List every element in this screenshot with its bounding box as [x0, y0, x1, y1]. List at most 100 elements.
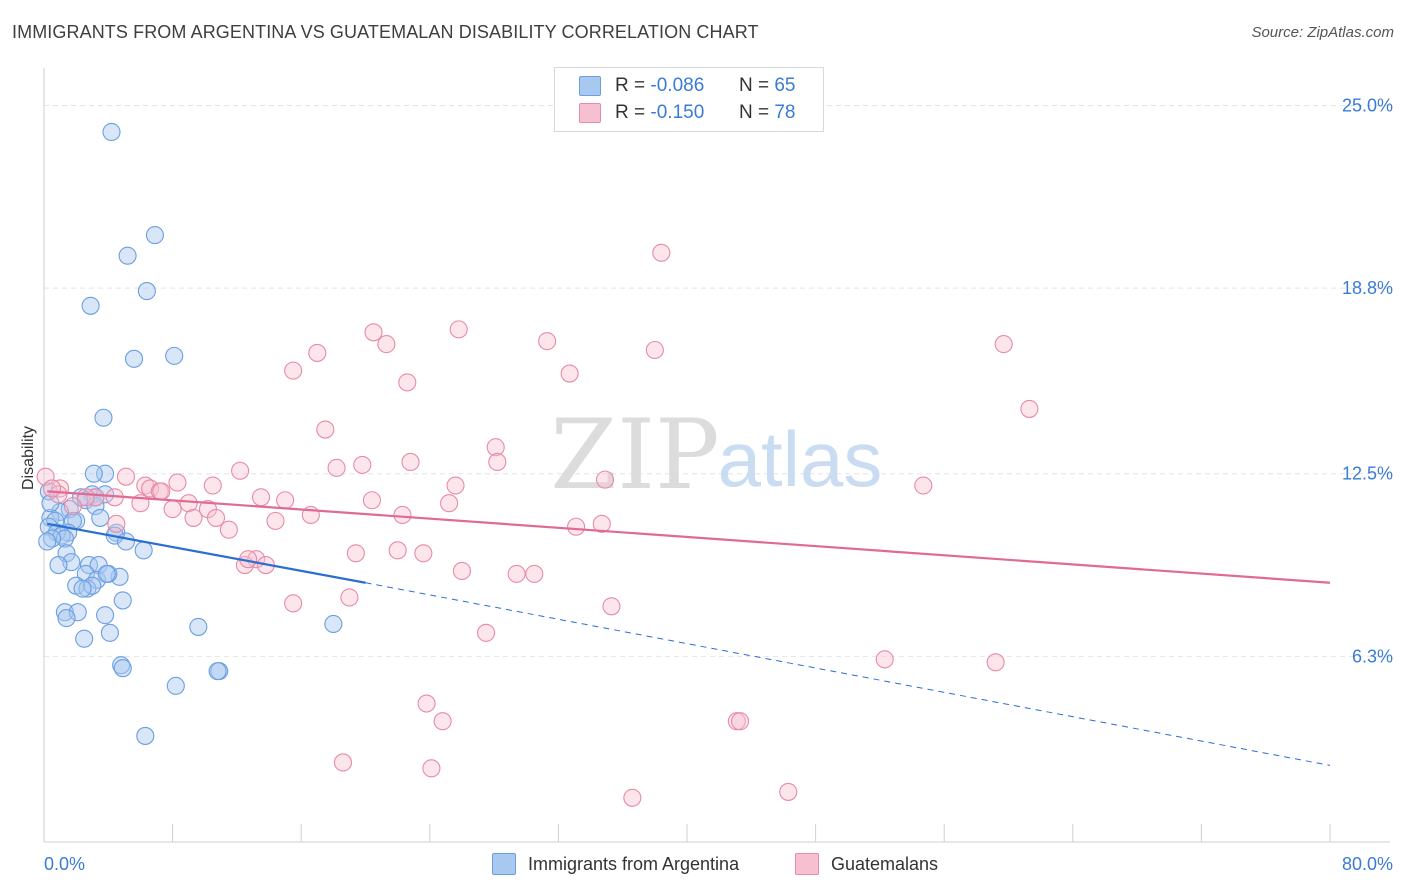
point-guatemalans — [36, 467, 55, 486]
stats-legend: R = -0.086 N = 65 R = -0.150 N = 78 — [554, 67, 824, 132]
point-guatemalans — [1020, 399, 1039, 418]
point-guatemalans — [346, 544, 365, 563]
y-tick-label: 25.0% — [1342, 95, 1393, 115]
bottom-legend-swatch-argentina — [492, 853, 516, 875]
point-guatemalans — [116, 467, 136, 486]
point-guatemalans — [393, 505, 412, 525]
point-guatemalans — [333, 753, 353, 772]
point-guatemalans — [388, 541, 407, 560]
point-guatemalans — [168, 473, 187, 492]
point-guatemalans — [327, 458, 346, 477]
point-guatemalans — [417, 694, 436, 713]
point-argentina — [81, 296, 100, 315]
point-guatemalans — [353, 455, 372, 474]
point-guatemalans — [477, 623, 496, 642]
point-argentina — [118, 246, 137, 265]
points-layer — [36, 122, 1039, 807]
point-guatemalans — [433, 712, 452, 731]
point-guatemalans — [452, 561, 472, 581]
chart-title: IMMIGRANTS FROM ARGENTINA VS GUATEMALAN … — [12, 22, 759, 42]
source-label: Source: ZipAtlas.com — [1251, 24, 1394, 41]
point-guatemalans — [86, 488, 105, 507]
point-argentina — [68, 603, 87, 622]
point-guatemalans — [914, 476, 933, 495]
y-tick-label: 6.3% — [1352, 646, 1393, 666]
point-argentina — [55, 529, 74, 548]
x-tick-label-max: 80.0% — [1342, 854, 1393, 874]
point-guatemalans — [179, 494, 198, 513]
watermark-zip: ZIP — [550, 399, 719, 511]
point-guatemalans — [231, 461, 250, 480]
point-argentina — [84, 464, 103, 483]
point-guatemalans — [538, 332, 557, 351]
point-guatemalans — [567, 517, 586, 536]
legend-n-label: N = — [738, 102, 770, 123]
point-argentina — [145, 226, 164, 245]
point-guatemalans — [284, 594, 303, 613]
point-guatemalans — [422, 759, 441, 778]
point-guatemalans — [486, 438, 505, 457]
point-argentina — [324, 614, 343, 634]
point-guatemalans — [308, 343, 327, 362]
point-guatemalans — [276, 491, 295, 510]
point-guatemalans — [446, 476, 465, 495]
point-guatemalans — [525, 564, 544, 583]
point-guatemalans — [994, 335, 1013, 354]
point-argentina — [136, 726, 155, 745]
point-argentina — [189, 617, 208, 636]
point-argentina — [42, 529, 62, 548]
point-guatemalans — [595, 470, 615, 489]
point-argentina — [96, 606, 115, 625]
legend-n-value: 65 — [774, 75, 796, 96]
point-argentina — [75, 629, 94, 648]
legend-row-guatemalans: R = -0.150 N = 78 — [579, 100, 795, 126]
point-argentina — [165, 346, 184, 365]
point-guatemalans — [488, 452, 507, 471]
point-argentina — [124, 349, 144, 368]
point-guatemalans — [377, 335, 396, 354]
trend-layer — [47, 490, 1331, 766]
legend-n-value: 78 — [774, 102, 796, 123]
point-argentina — [112, 656, 131, 675]
point-guatemalans — [203, 476, 222, 495]
point-guatemalans — [440, 494, 459, 513]
point-guatemalans — [184, 508, 203, 527]
point-guatemalans — [779, 782, 798, 801]
point-guatemalans — [623, 788, 642, 807]
point-guatemalans — [364, 323, 383, 342]
x-tick-label-min: 0.0% — [44, 854, 85, 874]
watermark: ZIP atlas — [550, 399, 882, 511]
legend-r-value: -0.086 — [650, 75, 705, 96]
point-guatemalans — [730, 712, 750, 731]
point-guatemalans — [592, 514, 611, 533]
legend-n-label: N = — [738, 75, 770, 96]
legend-swatch-argentina — [579, 76, 601, 96]
point-guatemalans — [206, 508, 226, 527]
point-argentina — [55, 603, 74, 622]
point-guatemalans — [645, 340, 664, 360]
point-argentina — [94, 408, 113, 427]
point-argentina — [116, 532, 136, 551]
legend-swatch-guatemalans — [579, 103, 601, 123]
point-argentina — [73, 579, 92, 598]
legend-r-label: R = — [615, 102, 646, 123]
point-guatemalans — [560, 364, 579, 383]
legend-row-argentina: R = -0.086 N = 65 — [579, 73, 795, 99]
trendline-guatemalans — [47, 490, 1331, 584]
point-argentina — [166, 676, 185, 695]
point-guatemalans — [875, 650, 894, 669]
point-guatemalans — [398, 373, 417, 392]
point-argentina — [137, 282, 156, 301]
point-argentina — [208, 662, 227, 681]
point-argentina — [134, 541, 153, 560]
point-guatemalans — [507, 564, 526, 583]
point-guatemalans — [266, 511, 285, 530]
trendline-extension-argentina — [365, 582, 1331, 766]
point-guatemalans — [316, 420, 335, 439]
legend-r-value: -0.150 — [650, 102, 705, 123]
point-guatemalans — [42, 479, 62, 498]
point-argentina — [78, 579, 97, 598]
y-tick-label: 12.5% — [1342, 464, 1393, 484]
point-guatemalans — [284, 361, 303, 380]
